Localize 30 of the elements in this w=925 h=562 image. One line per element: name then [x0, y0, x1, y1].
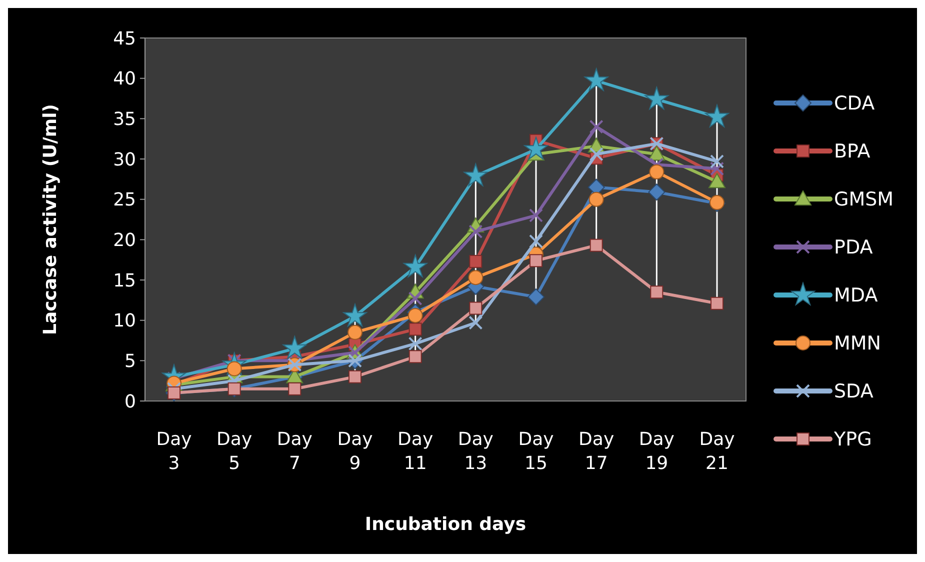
x-tick-label: Day 3 [156, 429, 192, 474]
y-tick-label: 45 [113, 28, 136, 50]
x-tick-label: Day 15 [518, 429, 554, 474]
legend-label: YPG [833, 428, 872, 451]
y-tick-label: 5 [124, 350, 136, 372]
y-tick-label: 0 [124, 391, 136, 412]
x-tick-label: Day 21 [699, 429, 736, 474]
x-axis-title: Incubation days [364, 514, 526, 535]
x-tick-label: Day 17 [578, 429, 614, 474]
y-tick-label: 35 [113, 108, 136, 130]
legend-label: CDA [834, 92, 875, 115]
legend-label: PDA [834, 236, 873, 259]
x-tick-label: Day 13 [458, 429, 494, 474]
legend-label: MDA [834, 284, 878, 307]
legend-label: SDA [834, 380, 874, 403]
y-axis-title: Laccase activity (U/ml) [40, 104, 61, 335]
x-tick-label: Day 9 [337, 429, 374, 474]
y-tick-label: 30 [113, 149, 136, 170]
y-tick-label: 25 [113, 190, 136, 211]
legend-label: BPA [834, 140, 870, 163]
y-tick-label: 40 [113, 68, 136, 90]
legend-label: GMSM [834, 188, 894, 211]
y-tick-label: 20 [113, 230, 136, 251]
x-tick-label: Day 7 [276, 429, 313, 474]
y-tick-label: 15 [113, 270, 136, 292]
x-tick-label: Day 11 [398, 429, 434, 474]
y-tick-label: 10 [113, 310, 136, 332]
legend-label: MMN [834, 332, 881, 355]
x-tick-label: Day 5 [216, 429, 252, 474]
x-tick-label: Day 19 [638, 429, 675, 474]
